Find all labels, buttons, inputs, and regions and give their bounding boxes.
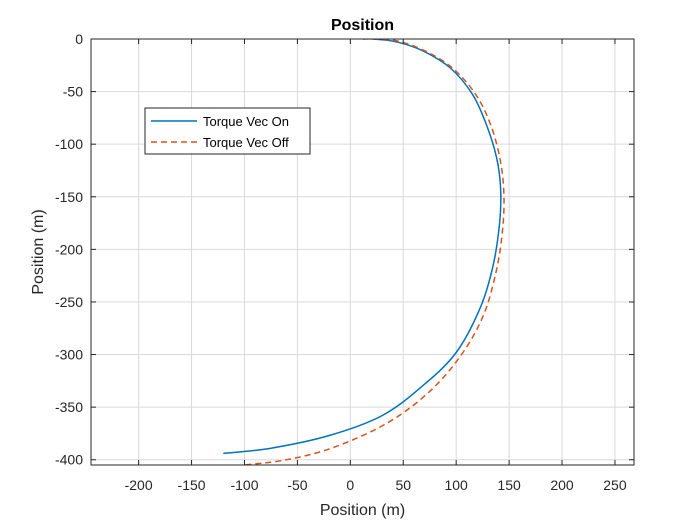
y-axis-label: Position (m) <box>30 209 47 294</box>
series-lines <box>223 39 505 465</box>
x-tick-label: 0 <box>346 477 354 493</box>
y-tick-label: -250 <box>55 294 83 310</box>
y-tick-label: -100 <box>55 136 83 152</box>
chart-title: Position <box>331 17 394 34</box>
x-tick-label: 200 <box>550 477 574 493</box>
x-tick-label: -50 <box>287 477 307 493</box>
x-tick-label: 50 <box>395 477 411 493</box>
y-tick-label: -350 <box>55 399 83 415</box>
y-tick-label: -400 <box>55 452 83 468</box>
y-tick-label: 0 <box>75 31 83 47</box>
x-tick-label: 250 <box>603 477 627 493</box>
series-line-torque-vec-off <box>244 39 505 465</box>
legend-label-torque-vec-off: Torque Vec Off <box>203 135 289 150</box>
y-tick-label: -50 <box>63 84 83 100</box>
legend-box <box>144 107 311 155</box>
y-tick-label: -300 <box>55 347 83 363</box>
x-tick-label: -100 <box>230 477 258 493</box>
x-axis-label: Position (m) <box>320 502 405 519</box>
y-tick-label: -200 <box>55 241 83 257</box>
x-tick-label: -150 <box>178 477 206 493</box>
legend: Torque Vec On Torque Vec Off <box>144 107 311 155</box>
plot-frame <box>90 38 635 466</box>
y-tick-label: -150 <box>55 189 83 205</box>
plot-area <box>91 39 634 465</box>
x-tick-label: 100 <box>444 477 468 493</box>
legend-label-torque-vec-on: Torque Vec On <box>203 114 289 129</box>
ticks: -200 -150 -100 -50 0 50 100 150 200 250 0 -50 -100 -1… <box>55 31 634 493</box>
x-tick-label: -200 <box>125 477 153 493</box>
x-tick-label: 150 <box>497 477 521 493</box>
series-line-torque-vec-on <box>223 39 502 455</box>
